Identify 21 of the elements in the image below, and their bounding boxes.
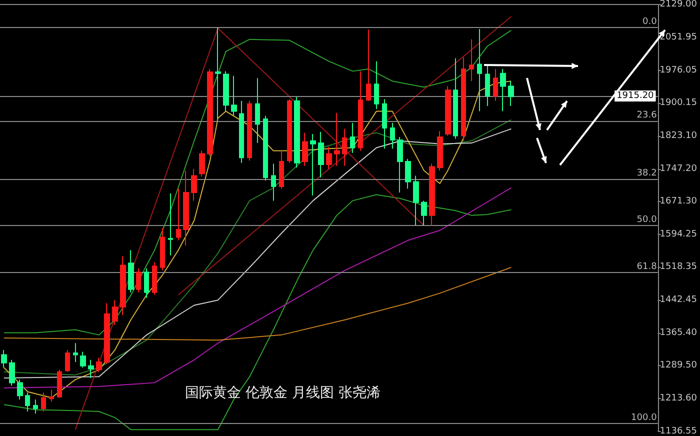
y-tick-label: 1976.05 bbox=[660, 65, 697, 76]
y-tick-label: 1900.15 bbox=[660, 98, 697, 108]
annotation: 50.0 bbox=[636, 215, 658, 226]
y-tick-label: 1594.25 bbox=[660, 230, 697, 240]
y-tick-label: 2051.95 bbox=[660, 32, 697, 43]
y-tick-label: 2129.00 bbox=[660, 0, 698, 10]
annotation: 61.8 bbox=[636, 262, 658, 272]
y-tick-label: 1289.50 bbox=[660, 360, 698, 371]
y-tick-label: 1518.35 bbox=[660, 262, 697, 272]
annotation: 23.6 bbox=[636, 110, 658, 121]
y-tick-label: 1442.45 bbox=[660, 294, 697, 305]
y-tick-label: 1136.55 bbox=[660, 426, 697, 436]
y-tick-label: 1747.20 bbox=[660, 164, 698, 174]
y-tick-label: 1671.30 bbox=[660, 196, 698, 206]
y-tick-label: 1365.40 bbox=[660, 328, 698, 338]
annotation: 0.0 bbox=[642, 17, 658, 28]
annotation: 38.2 bbox=[636, 168, 657, 178]
y-tick-label: 1823.10 bbox=[660, 131, 698, 142]
y-tick-label: 1213.60 bbox=[660, 393, 698, 404]
annotation: 100.0 bbox=[631, 413, 658, 424]
ref-line-label: 1915.20 bbox=[616, 90, 654, 101]
